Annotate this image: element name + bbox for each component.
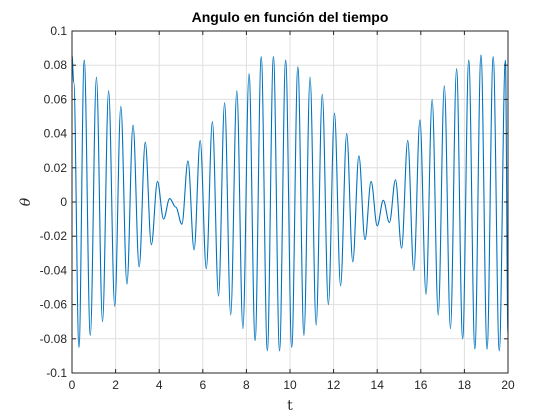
x-tick-label: 6 (199, 378, 206, 392)
x-tick-label: 14 (371, 378, 385, 392)
y-tick-label: 0.08 (44, 58, 68, 72)
y-tick-label: 0 (60, 195, 67, 209)
y-tick-label: 0.06 (44, 92, 68, 106)
series-line (71, 54, 509, 352)
chart-title: Angulo en función del tiempo (192, 9, 389, 25)
x-tick-label: 4 (156, 378, 163, 392)
y-tick-labels: -0.1 -0.08 -0.06 -0.04 -0.02 0 0.02 0.04 0.06 0.0… (40, 24, 68, 380)
y-tick-label: -0.1 (46, 366, 67, 380)
x-tick-label: 18 (458, 378, 472, 392)
x-tick-label: 12 (327, 378, 341, 392)
y-tick-label: -0.04 (40, 263, 68, 277)
y-tick-label: 0.02 (44, 161, 68, 175)
y-tick-label: 0.1 (50, 24, 67, 38)
x-tick-label: 10 (283, 378, 297, 392)
ticks (71, 30, 509, 374)
x-tick-label: 0 (69, 378, 76, 392)
y-tick-label: -0.08 (40, 332, 68, 346)
x-tick-label: 8 (243, 378, 250, 392)
y-tick-label: -0.02 (40, 229, 68, 243)
x-tick-label: 20 (501, 378, 515, 392)
y-tick-label: 0.04 (44, 127, 68, 141)
y-tick-label: -0.06 (40, 298, 68, 312)
data-series (71, 54, 509, 352)
x-axis-label: t (287, 398, 293, 414)
x-tick-label: 2 (112, 378, 119, 392)
y-axis-label: θ (18, 197, 34, 206)
x-tick-labels: 0 2 4 6 8 10 12 14 16 18 20 (69, 378, 515, 392)
x-tick-label: 16 (414, 378, 428, 392)
